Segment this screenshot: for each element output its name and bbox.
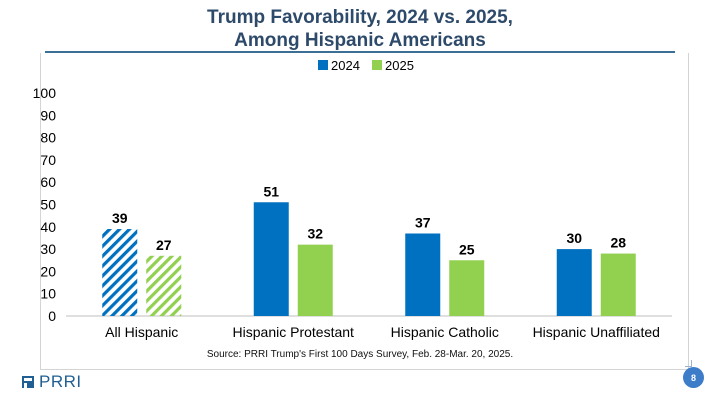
data-label: 27 [156,237,172,253]
category-label: All Hispanic [105,324,178,340]
legend-label: 2025 [385,58,414,73]
data-label: 28 [610,235,626,251]
y-tick-label: 30 [40,241,56,257]
logo-text: PRRI [39,372,82,391]
y-tick-label: 40 [40,219,56,235]
y-tick-label: 0 [48,308,56,324]
bar-2024-2 [405,233,441,316]
data-label: 32 [307,226,323,242]
category-label: Hispanic Unaffiliated [533,324,660,340]
y-tick-label: 70 [40,152,56,168]
legend-label: 2024 [331,58,360,73]
y-tick-label: 100 [33,85,57,101]
chart-title: Trump Favorability, 2024 vs. 2025, Among… [0,6,720,52]
bar-2024-0 [102,229,138,316]
y-tick-label: 80 [40,130,56,146]
y-tick-label: 50 [40,197,56,213]
bar-2025-1 [297,244,333,316]
legend-swatch-2024 [318,60,328,70]
y-tick-label: 10 [40,286,56,302]
title-divider [45,51,675,53]
title-line-2: Among Hispanic Americans [234,30,486,51]
data-label: 30 [566,230,582,246]
category-label: Hispanic Catholic [391,324,499,340]
page-number: 8 [683,367,704,388]
data-label: 51 [263,183,279,199]
bar-2025-2 [449,260,485,316]
prri-logo-icon [22,376,34,388]
y-tick-label: 60 [40,174,56,190]
y-tick-label: 20 [40,263,56,279]
bar-2024-3 [556,249,592,316]
data-label: 39 [112,210,128,226]
data-label: 37 [415,214,431,230]
prri-logo: PRRI [22,372,82,392]
legend-swatch-2025 [372,60,382,70]
y-tick-label: 90 [40,107,56,123]
corner-mark [685,360,692,367]
title-line-1: Trump Favorability, 2024 vs. 2025, [207,7,513,28]
bar-2025-0 [146,255,182,316]
bar-2024-1 [253,202,289,316]
source-note: Source: PRRI Trump's First 100 Days Surv… [206,349,514,360]
bar-2025-3 [600,253,636,316]
chart-frame [40,53,689,370]
data-label: 25 [459,241,475,257]
category-label: Hispanic Protestant [233,324,355,340]
